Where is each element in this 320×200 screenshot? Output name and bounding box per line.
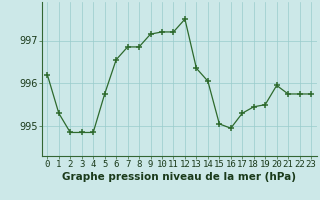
X-axis label: Graphe pression niveau de la mer (hPa): Graphe pression niveau de la mer (hPa) (62, 172, 296, 182)
